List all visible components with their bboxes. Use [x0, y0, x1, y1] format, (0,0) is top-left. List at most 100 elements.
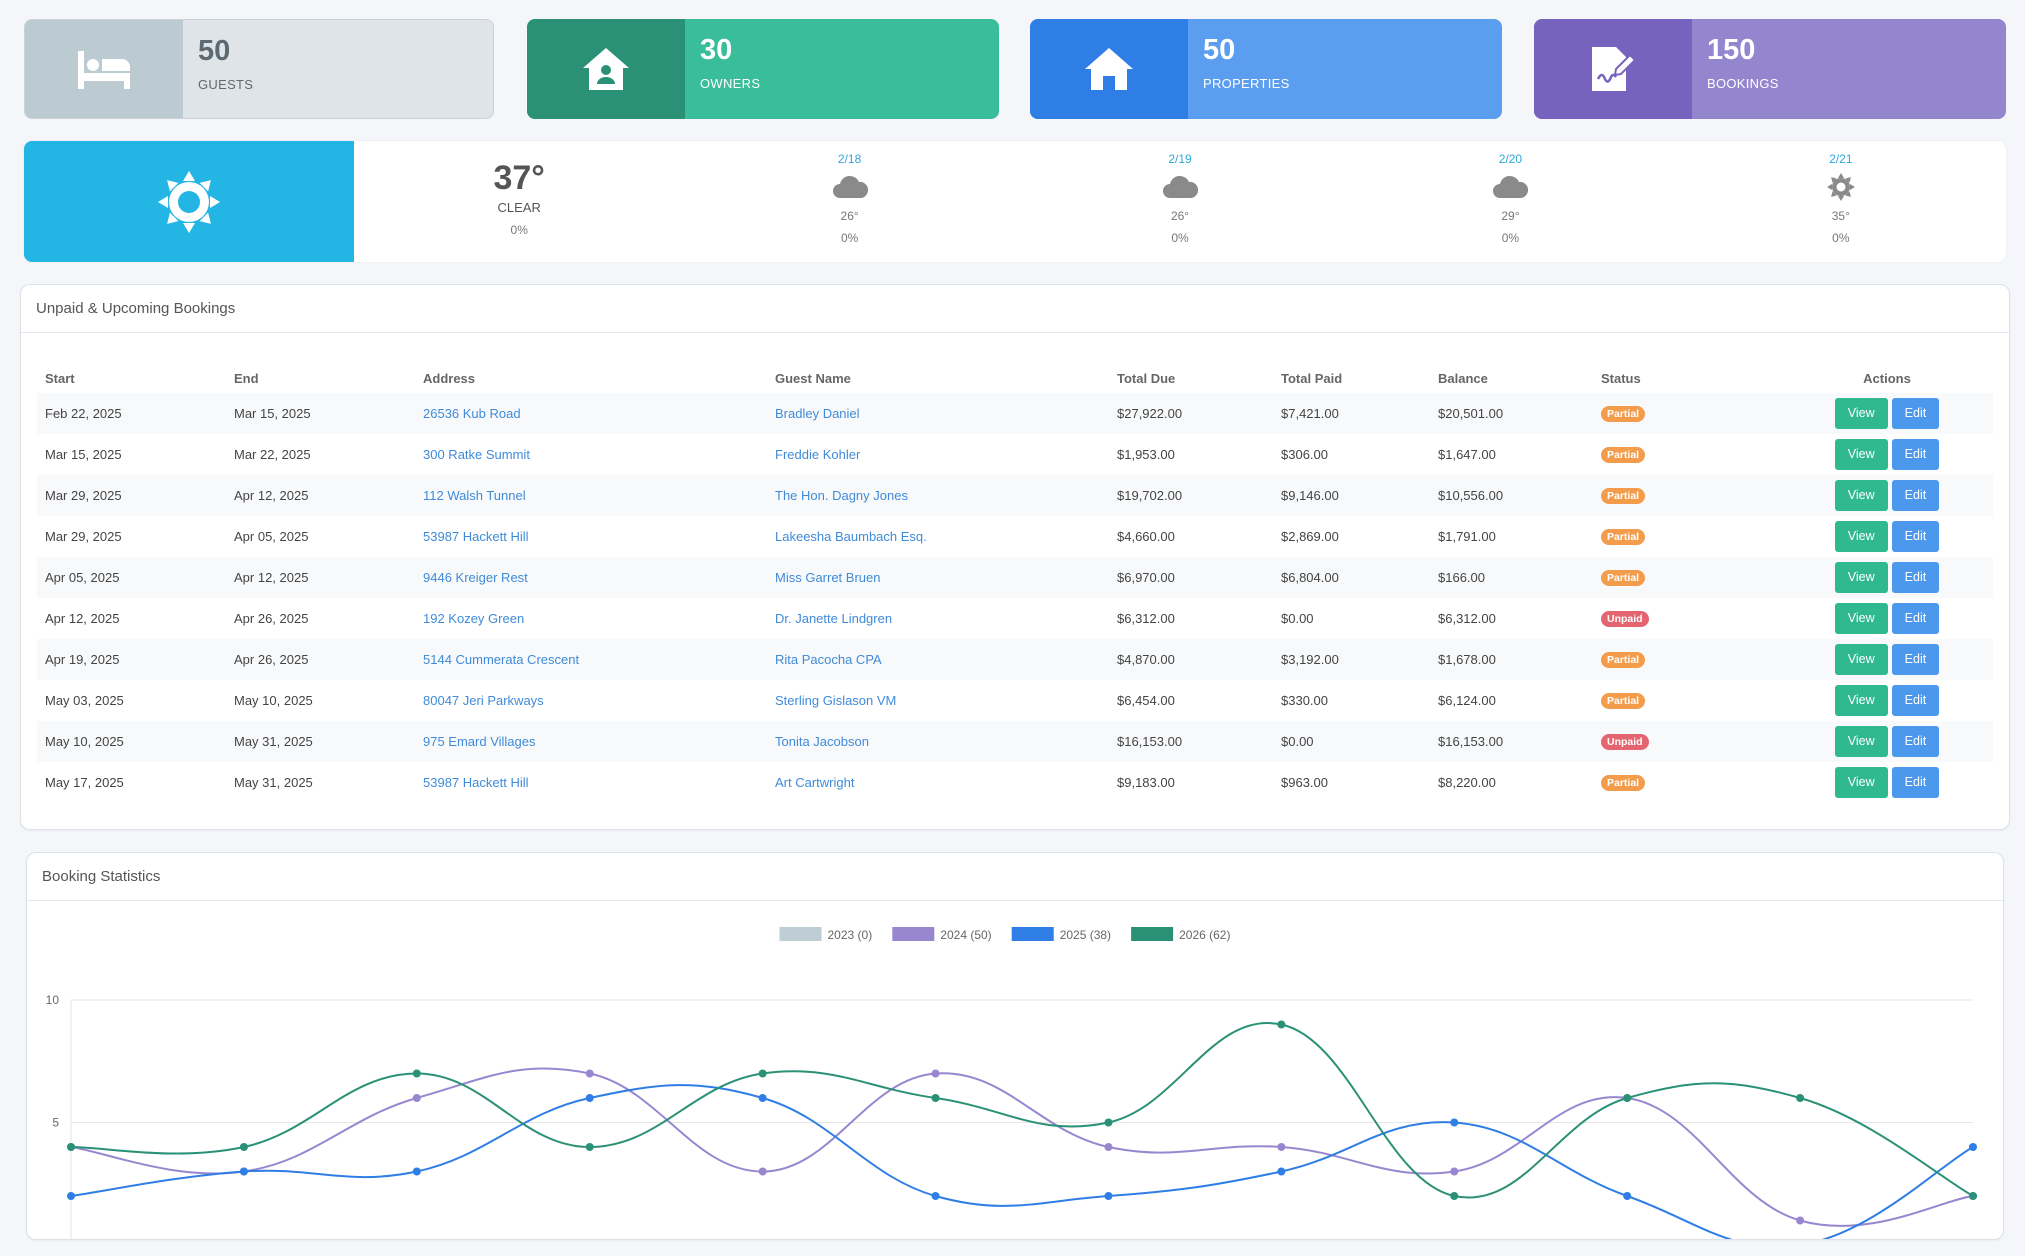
view-button[interactable]: View — [1834, 521, 1888, 552]
status-cell: Partial — [1593, 393, 1773, 434]
address-link[interactable]: 26536 Kub Road — [423, 406, 521, 421]
total-due: $16,153.00 — [1117, 734, 1183, 749]
properties-card[interactable]: 50 PROPERTIES — [1030, 19, 1502, 119]
address-link[interactable]: 300 Ratke Summit — [423, 447, 530, 462]
address-link[interactable]: 80047 Jeri Parkways — [423, 693, 544, 708]
series-line — [70, 1022, 1974, 1199]
guest-name-link[interactable]: Lakeesha Baumbach Esq. — [775, 529, 927, 544]
forecast-day: 2/21 35° 0% — [1676, 141, 2006, 262]
data-point — [1277, 1020, 1286, 1029]
status-badge: Partial — [1601, 488, 1646, 504]
data-point — [585, 1143, 594, 1151]
actions-cell: View Edit — [1773, 434, 1993, 475]
data-point — [1104, 1118, 1113, 1127]
legend-swatch — [1131, 927, 1174, 941]
forecast-date: 2/21 — [1829, 152, 1853, 166]
view-button[interactable]: View — [1834, 767, 1888, 798]
cloud-icon — [684, 170, 1014, 204]
col-header-balance: Balance — [1438, 370, 1488, 386]
guest-name-link[interactable]: Bradley Daniel — [775, 406, 860, 421]
edit-button[interactable]: Edit — [1891, 562, 1940, 593]
view-button[interactable]: View — [1834, 480, 1888, 511]
data-point — [1277, 1143, 1286, 1151]
status-cell: Partial — [1593, 762, 1773, 803]
address-link[interactable]: 53987 Hackett Hill — [423, 775, 529, 790]
start-date: May 03, 2025 — [45, 693, 124, 708]
house-icon — [1030, 19, 1188, 119]
total-paid: $963.00 — [1281, 775, 1328, 790]
end-date: May 10, 2025 — [234, 693, 313, 708]
current-weather: 37° CLEAR 0% — [354, 141, 684, 262]
edit-button[interactable]: Edit — [1891, 726, 1940, 757]
status-badge: Partial — [1601, 693, 1646, 709]
data-point — [585, 1069, 594, 1078]
guest-name-link[interactable]: Sterling Gislason VM — [775, 693, 897, 708]
current-weather-sun-icon — [24, 141, 354, 262]
data-point — [1796, 1094, 1805, 1102]
total-due: $4,660.00 — [1117, 529, 1175, 544]
total-paid: $306.00 — [1281, 447, 1328, 462]
forecast-temp: 26° — [840, 209, 859, 223]
address-link[interactable]: 112 Walsh Tunnel — [423, 488, 526, 503]
edit-button[interactable]: Edit — [1891, 521, 1940, 552]
forecast-date: 2/18 — [837, 152, 862, 166]
data-point — [585, 1094, 594, 1102]
guest-name-link[interactable]: Miss Garret Bruen — [775, 570, 881, 585]
view-button[interactable]: View — [1834, 439, 1888, 470]
forecast-day: 2/20 29° 0% — [1345, 141, 1675, 262]
total-paid: $9,146.00 — [1281, 488, 1339, 503]
statistics-panel: Booking Statistics 0510JanFebMarAprMayJu… — [26, 852, 2004, 1240]
status-badge: Unpaid — [1601, 611, 1649, 627]
edit-button[interactable]: Edit — [1891, 398, 1940, 429]
edit-button[interactable]: Edit — [1891, 644, 1940, 675]
table-row: Apr 05, 2025 Apr 12, 2025 9446 Kreiger Res… — [37, 557, 1993, 598]
bookings-count: 150 — [1707, 34, 1756, 66]
balance: $8,220.00 — [1438, 775, 1496, 790]
data-point — [1969, 1192, 1977, 1200]
series-line — [70, 1084, 1974, 1239]
table-row: Apr 12, 2025 Apr 26, 2025 192 Kozey Green D… — [37, 598, 1993, 639]
legend-swatch — [779, 927, 822, 941]
edit-button[interactable]: Edit — [1891, 480, 1940, 511]
view-button[interactable]: View — [1834, 726, 1888, 757]
view-button[interactable]: View — [1834, 644, 1888, 675]
bookings-card[interactable]: 150 BOOKINGS — [1534, 19, 2006, 119]
status-cell: Partial — [1593, 475, 1773, 516]
edit-button[interactable]: Edit — [1891, 767, 1940, 798]
address-link[interactable]: 9446 Kreiger Rest — [423, 570, 528, 585]
guest-name-link[interactable]: Freddie Kohler — [775, 447, 861, 462]
properties-label: PROPERTIES — [1203, 75, 1290, 91]
edit-button[interactable]: Edit — [1891, 439, 1940, 470]
guest-name-link[interactable]: Dr. Janette Lindgren — [775, 611, 893, 626]
start-date: May 17, 2025 — [45, 775, 124, 790]
legend-label: 2023 (0) — [828, 928, 873, 942]
view-button[interactable]: View — [1834, 398, 1888, 429]
guest-name-link[interactable]: Tonita Jacobson — [775, 734, 869, 749]
address-link[interactable]: 192 Kozey Green — [423, 611, 525, 626]
address-link[interactable]: 975 Emard Villages — [423, 734, 536, 749]
data-point — [239, 1143, 248, 1151]
guests-card[interactable]: 50 GUESTS — [24, 19, 494, 119]
properties-count: 50 — [1203, 34, 1236, 66]
address-link[interactable]: 53987 Hackett Hill — [423, 529, 529, 544]
balance: $16,153.00 — [1438, 734, 1504, 749]
guest-name-link[interactable]: Art Cartwright — [775, 775, 855, 790]
start-date: Mar 29, 2025 — [45, 488, 122, 503]
address-link[interactable]: 5144 Cummerata Crescent — [423, 652, 580, 667]
status-badge: Partial — [1601, 775, 1646, 791]
edit-button[interactable]: Edit — [1891, 603, 1940, 634]
view-button[interactable]: View — [1834, 603, 1888, 634]
edit-button[interactable]: Edit — [1891, 685, 1940, 716]
total-paid: $7,421.00 — [1281, 406, 1339, 421]
guest-name-link[interactable]: Rita Pacocha CPA — [775, 652, 882, 667]
data-point — [1104, 1143, 1113, 1151]
legend-label: 2026 (62) — [1179, 928, 1230, 942]
end-date: Mar 15, 2025 — [234, 406, 311, 421]
view-button[interactable]: View — [1834, 562, 1888, 593]
guest-name-link[interactable]: The Hon. Dagny Jones — [775, 488, 908, 503]
y-tick-label: 10 — [46, 993, 60, 1007]
balance: $1,678.00 — [1438, 652, 1496, 667]
owners-card[interactable]: 30 OWNERS — [527, 19, 999, 119]
actions-cell: View Edit — [1773, 475, 1993, 516]
view-button[interactable]: View — [1834, 685, 1888, 716]
